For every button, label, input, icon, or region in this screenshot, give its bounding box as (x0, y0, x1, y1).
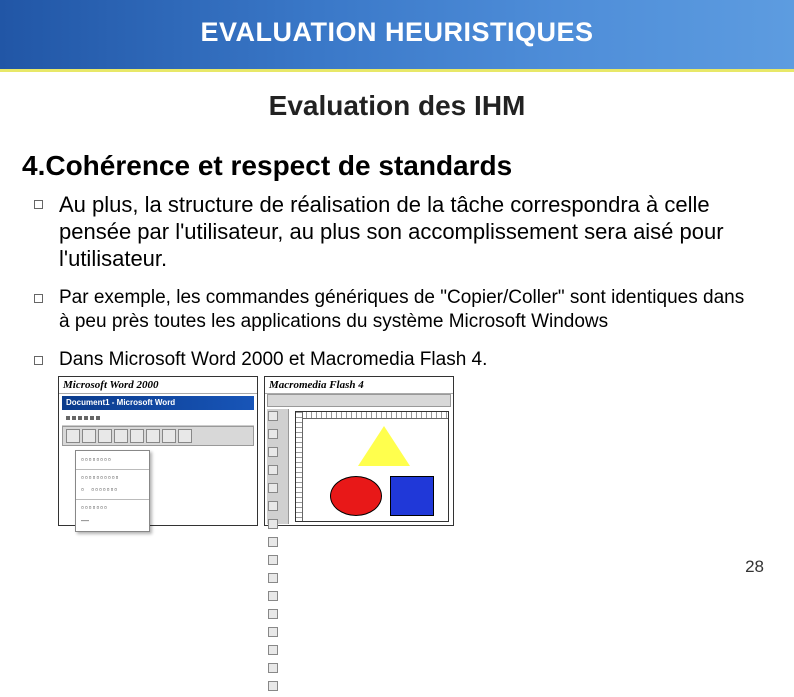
bullet-icon (34, 356, 43, 365)
word-app-title: Microsoft Word 2000 (59, 377, 257, 394)
bullet-icon (34, 200, 43, 209)
flash-body (267, 409, 451, 524)
bullet-text: Au plus, la structure de réalisation de … (59, 192, 760, 272)
flash-menubar (267, 394, 451, 407)
word-titlebar: Document1 - Microsoft Word (62, 396, 254, 410)
slide-subtitle: Evaluation des IHM (0, 90, 794, 122)
list-item: Dans Microsoft Word 2000 et Macromedia F… (34, 348, 760, 372)
word-edit-menu: ▫▫▫▫▫▫▫▫ ▫▫▫▫▫▫▫▫▫▫ ▫ ▫▫▫▫▫▫▫ ▫▫▫▫▫▫▫ — (75, 450, 150, 532)
word-menubar (62, 412, 254, 426)
flash-toolbox (267, 409, 289, 524)
word-toolbar (62, 426, 254, 446)
bullet-text: Par exemple, les commandes génériques de… (59, 286, 760, 334)
header-title: EVALUATION HEURISTIQUES (200, 17, 593, 48)
slide-header: EVALUATION HEURISTIQUES (0, 0, 794, 72)
word-window-mock: Microsoft Word 2000 Document1 - Microsof… (58, 376, 258, 526)
square-shape-icon (390, 476, 434, 516)
page-number: 28 (745, 557, 764, 577)
toolbar-icon (82, 429, 96, 443)
toolbar-icon (146, 429, 160, 443)
bullet-icon (34, 294, 43, 303)
list-item: Par exemple, les commandes génériques de… (34, 286, 760, 334)
bullet-list: Au plus, la structure de réalisation de … (34, 192, 760, 372)
toolbar-icon (66, 429, 80, 443)
toolbar-icon (162, 429, 176, 443)
toolbar-icon (178, 429, 192, 443)
toolbar-icon (98, 429, 112, 443)
list-item: Au plus, la structure de réalisation de … (34, 192, 760, 272)
flash-stage (295, 411, 449, 522)
triangle-shape-icon (358, 426, 410, 466)
section-heading: 4.Cohérence et respect de standards (22, 150, 794, 182)
ellipse-shape-icon (330, 476, 382, 516)
flash-app-title: Macromedia Flash 4 (265, 377, 453, 394)
word-doc-title: Document1 - Microsoft Word (66, 398, 175, 407)
flash-window-mock: Macromedia Flash 4 (264, 376, 454, 526)
toolbar-icon (130, 429, 144, 443)
toolbar-icon (114, 429, 128, 443)
bullet-text: Dans Microsoft Word 2000 et Macromedia F… (59, 348, 487, 372)
screenshot-mockups: Microsoft Word 2000 Document1 - Microsof… (58, 376, 794, 526)
